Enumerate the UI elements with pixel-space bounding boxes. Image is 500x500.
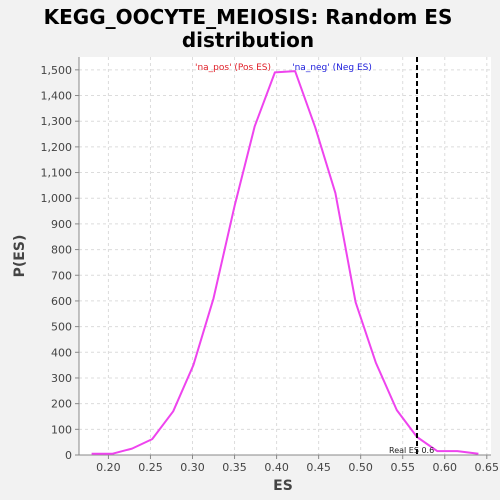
y-tick-label: 1,500 (41, 64, 73, 77)
y-axis-title: P(ES) (12, 235, 28, 278)
x-tick-label: 0.20 (96, 461, 121, 474)
y-tick-label: 1,200 (41, 141, 73, 154)
y-tick-label: 200 (51, 398, 72, 411)
x-tick-label: 0.45 (306, 461, 331, 474)
y-tick-label: 1,100 (41, 167, 73, 180)
x-tick-label: 0.40 (264, 461, 289, 474)
y-tick-label: 400 (51, 346, 72, 359)
x-axis-ticks: 0.20 0.25 0.30 0.35 0.40 0.45 0.50 0.55 0.60 0.65 (96, 455, 499, 474)
x-tick-label: 0.25 (138, 461, 163, 474)
x-axis-title: ES (273, 478, 293, 494)
x-tick-label: 0.50 (348, 461, 373, 474)
plot-area (79, 57, 491, 455)
real-es-label: Real ES 0.6 (389, 446, 434, 455)
y-tick-label: 300 (51, 372, 72, 385)
y-tick-label: 500 (51, 321, 72, 334)
y-tick-label: 800 (51, 244, 72, 257)
y-tick-label: 1,400 (41, 90, 73, 103)
y-tick-label: 1,000 (41, 192, 73, 205)
axes-frame (78, 57, 491, 456)
chart-title-line2: distribution (182, 28, 314, 52)
legend-neg-label: 'na_neg' (Neg ES) (292, 63, 372, 73)
x-tick-label: 0.65 (475, 461, 500, 474)
x-tick-label: 0.30 (180, 461, 205, 474)
series-line (91, 70, 479, 455)
y-tick-label: 600 (51, 295, 72, 308)
grid (79, 57, 491, 456)
y-axis-ticks: 0 100 200 300 400 500 600 700 800 900 1,000 1,100 1,… (41, 64, 79, 462)
x-tick-label: 0.35 (222, 461, 247, 474)
y-tick-label: 100 (51, 423, 72, 436)
y-tick-label: 900 (51, 218, 72, 231)
legend-pos-label: 'na_pos' (Pos ES) (195, 63, 271, 73)
chart-title-line1: KEGG_OOCYTE_MEIOSIS: Random ES (44, 5, 453, 29)
y-tick-label: 0 (65, 449, 72, 462)
real-es-marker: Real ES 0.6 (389, 57, 434, 455)
x-tick-label: 0.60 (433, 461, 458, 474)
y-tick-label: 1,300 (41, 115, 73, 128)
x-tick-label: 0.55 (390, 461, 415, 474)
series-layer (91, 70, 479, 455)
y-tick-label: 700 (51, 269, 72, 282)
